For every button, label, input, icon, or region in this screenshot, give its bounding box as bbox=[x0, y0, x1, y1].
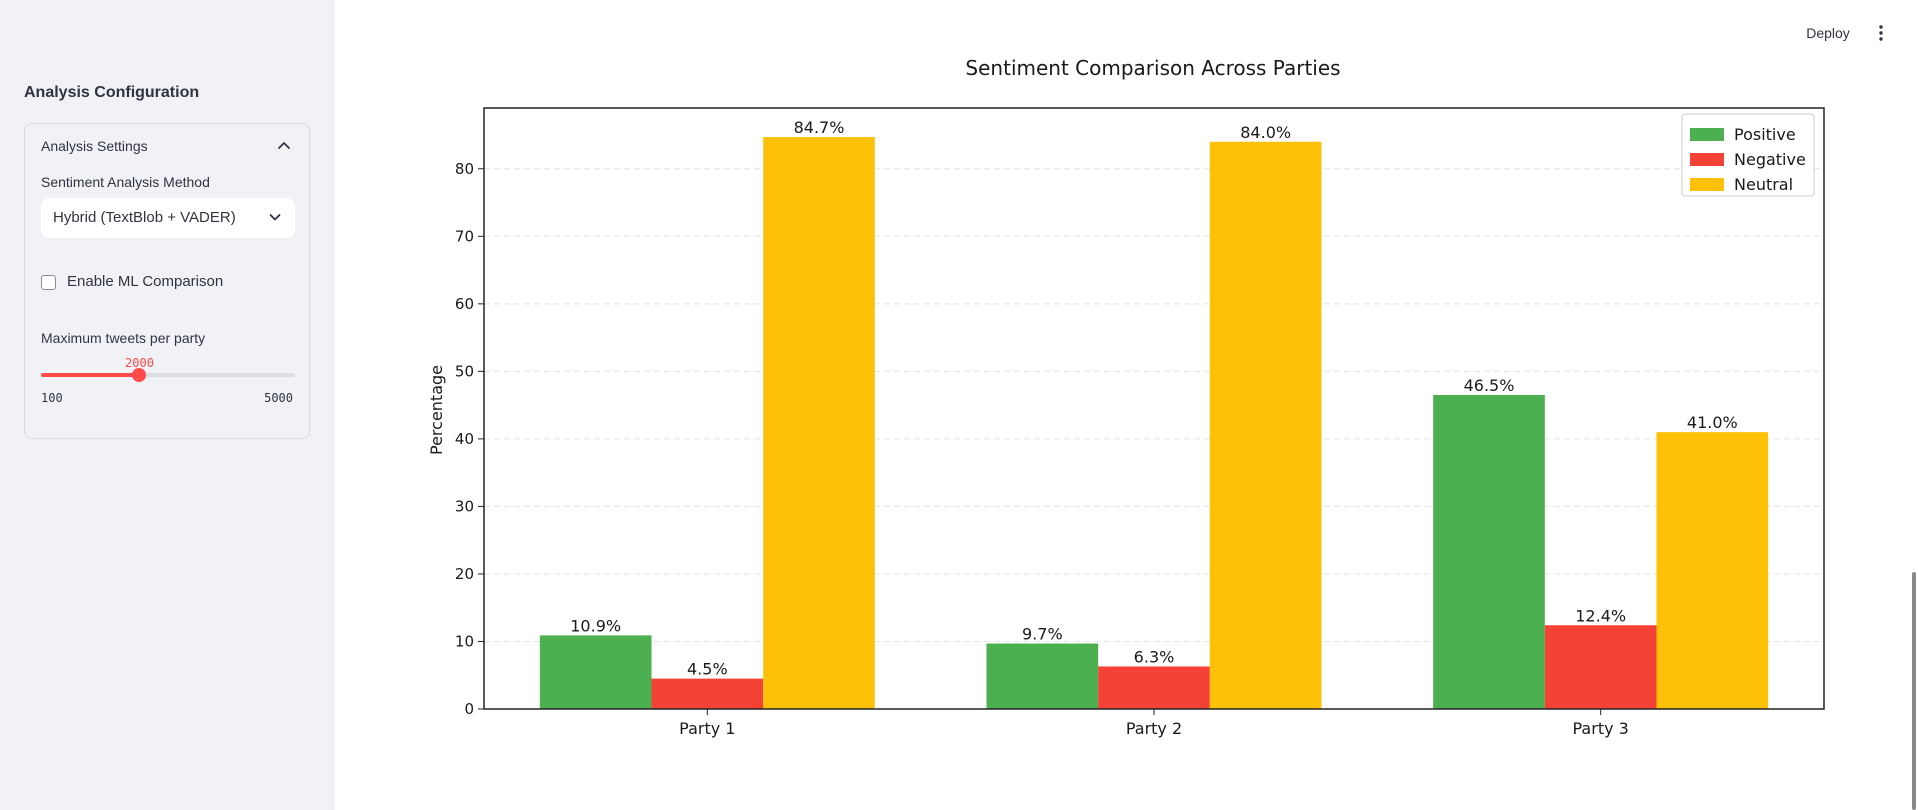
bar-label: 46.5% bbox=[1464, 376, 1515, 395]
x-ticks: Party 1 Party 2 Party 3 bbox=[679, 709, 1629, 738]
method-select-value: Hybrid (TextBlob + VADER) bbox=[53, 209, 236, 226]
deploy-button[interactable]: Deploy bbox=[1796, 22, 1860, 44]
bar-neutral bbox=[763, 137, 875, 709]
chart-title: Sentiment Comparison Across Parties bbox=[965, 56, 1340, 80]
bar-negative bbox=[1098, 666, 1210, 709]
bar-label: 9.7% bbox=[1022, 624, 1063, 643]
bar-label: 10.9% bbox=[570, 616, 621, 635]
bar-positive bbox=[986, 643, 1099, 709]
slider-thumb[interactable] bbox=[132, 368, 147, 382]
y-tick-label: 10 bbox=[455, 632, 474, 650]
x-tick-label: Party 3 bbox=[1573, 719, 1629, 738]
y-tick-label: 20 bbox=[455, 565, 474, 583]
y-axis-label: Percentage bbox=[427, 365, 446, 455]
scrollbar[interactable] bbox=[1912, 572, 1916, 810]
bar-label: 6.3% bbox=[1134, 647, 1175, 666]
bar-label: 41.0% bbox=[1687, 413, 1738, 432]
ml-comparison-label[interactable]: Enable ML Comparison bbox=[67, 273, 224, 290]
bar-label: 84.0% bbox=[1240, 123, 1291, 142]
legend-label-neutral: Neutral bbox=[1734, 175, 1793, 194]
y-tick-label: 30 bbox=[455, 497, 474, 515]
sentiment-chart: Sentiment Comparison Across Parties 10.9… bbox=[427, 56, 1825, 738]
bar-negative bbox=[1544, 625, 1657, 709]
slider-max: 5000 bbox=[264, 391, 293, 405]
legend-swatch-positive bbox=[1690, 128, 1724, 141]
bar-neutral bbox=[1656, 432, 1769, 709]
x-tick-label: Party 1 bbox=[679, 719, 735, 738]
bar-positive bbox=[539, 635, 652, 709]
max-tweets-slider[interactable] bbox=[41, 368, 295, 382]
bar-label: 12.4% bbox=[1575, 606, 1626, 625]
y-tick-label: 70 bbox=[455, 227, 474, 245]
ml-comparison-checkbox[interactable] bbox=[41, 275, 56, 290]
sidebar-title: Analysis Configuration bbox=[24, 84, 200, 101]
slider-value: 2000 bbox=[125, 356, 154, 370]
slider-min: 100 bbox=[41, 391, 63, 405]
chevron-down-icon bbox=[269, 214, 281, 221]
legend-swatch-neutral bbox=[1690, 178, 1724, 191]
y-tick-label: 60 bbox=[455, 295, 474, 313]
slider-fill bbox=[41, 373, 140, 377]
sidebar: Analysis Configuration Analysis Settings… bbox=[0, 0, 335, 810]
y-tick-label: 0 bbox=[464, 700, 474, 718]
main-menu-button[interactable] bbox=[1870, 22, 1892, 44]
analysis-settings-expander: Analysis Settings Sentiment Analysis Met… bbox=[24, 123, 310, 439]
bar-label: 4.5% bbox=[687, 660, 728, 679]
bar-positive bbox=[1433, 394, 1545, 709]
method-label: Sentiment Analysis Method bbox=[41, 174, 210, 190]
bar-label: 84.7% bbox=[794, 118, 845, 137]
vertical-dots-icon bbox=[1879, 25, 1883, 41]
bar-neutral bbox=[1209, 141, 1322, 709]
chevron-up-icon[interactable] bbox=[277, 140, 291, 150]
y-tick-label: 40 bbox=[455, 430, 474, 448]
y-tick-label: 50 bbox=[455, 362, 474, 380]
bar-labels: 10.9% 4.5% 84.7% 9.7% 6.3% 84.0% 46.5% 12.4% 41.… bbox=[570, 118, 1737, 679]
bar-negative bbox=[651, 678, 764, 709]
y-tick-label: 80 bbox=[455, 160, 474, 178]
max-tweets-label: Maximum tweets per party bbox=[41, 330, 206, 346]
method-select[interactable]: Hybrid (TextBlob + VADER) bbox=[41, 198, 295, 238]
x-tick-label: Party 2 bbox=[1126, 719, 1182, 738]
legend-label-negative: Negative bbox=[1734, 150, 1806, 169]
legend-label-positive: Positive bbox=[1734, 125, 1796, 144]
bars bbox=[539, 137, 1769, 709]
legend-swatch-negative bbox=[1690, 153, 1724, 166]
gridlines bbox=[484, 168, 1824, 642]
legend: Positive Negative Neutral bbox=[1681, 113, 1815, 197]
expander-header[interactable]: Analysis Settings bbox=[41, 138, 148, 154]
y-ticks: 0 10 20 30 40 50 60 70 80 bbox=[455, 160, 484, 718]
